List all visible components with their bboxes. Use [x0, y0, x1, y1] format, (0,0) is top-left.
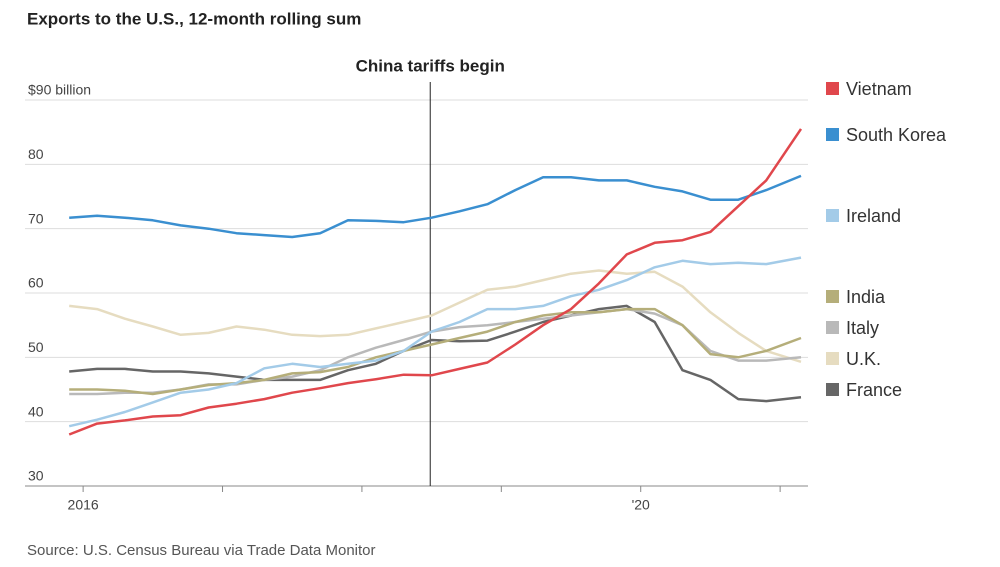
y-tick-label: 70 [28, 210, 44, 226]
legend-label: U.K. [846, 349, 881, 369]
legend-swatch [826, 82, 839, 95]
legend-label: India [846, 287, 886, 307]
y-tick-label: 50 [28, 339, 44, 355]
legend-swatch [826, 383, 839, 396]
legend-label: Ireland [846, 206, 901, 226]
y-tick-label: $90 billion [28, 82, 91, 98]
chart-title: Exports to the U.S., 12-month rolling su… [27, 9, 361, 28]
legend-swatch [826, 209, 839, 222]
series-line [69, 174, 802, 239]
legend-swatch [826, 290, 839, 303]
legend-swatch [826, 352, 839, 365]
x-tick-label: '20 [632, 497, 650, 513]
series-line [68, 256, 802, 428]
series-line [69, 307, 802, 396]
y-tick-label: 40 [28, 403, 44, 419]
series-line [69, 304, 802, 403]
series-line [68, 128, 803, 436]
legend-swatch [826, 128, 839, 141]
source: Source: U.S. Census Bureau via Trade Dat… [27, 542, 376, 559]
legend-label: France [846, 380, 902, 400]
x-tick-label: 2016 [68, 497, 99, 513]
legend-swatch [826, 321, 839, 334]
legend-label: Vietnam [846, 79, 912, 99]
legend-label: South Korea [846, 125, 947, 145]
legend-label: Italy [846, 318, 879, 338]
annotation: China tariffs begin [356, 56, 505, 75]
series-line [69, 307, 802, 396]
y-tick-label: 80 [28, 146, 44, 162]
series-line [69, 269, 802, 363]
y-tick-label: 30 [28, 468, 44, 484]
y-tick-label: 60 [28, 275, 44, 291]
